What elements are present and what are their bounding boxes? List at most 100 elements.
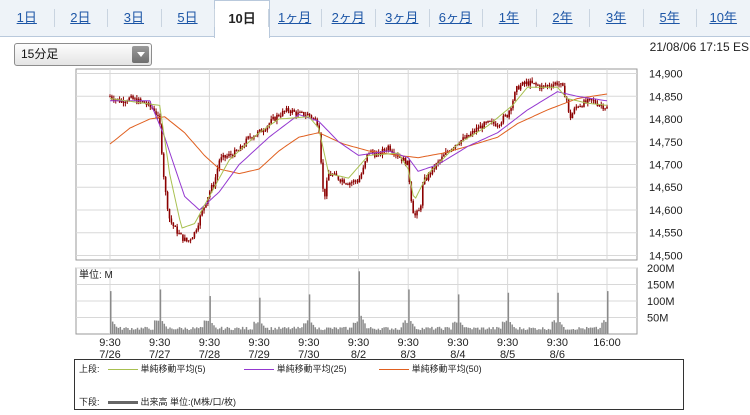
volume-bar: [494, 329, 496, 334]
chevron-down-icon[interactable]: [132, 46, 149, 63]
volume-bar: [322, 329, 324, 334]
volume-bar: [549, 329, 552, 334]
price-candle: [416, 210, 418, 216]
tab-1[interactable]: 2日: [70, 10, 91, 25]
interval-select[interactable]: 15分足: [14, 43, 152, 66]
period-tabs: 1日 2日 3日 5日 10日 1ヶ月 2ヶ月 3ヶ月 6ヶ月 1年 2年 3年 5年 10年: [0, 0, 750, 38]
price-candle: [412, 201, 414, 214]
price-candle: [588, 98, 591, 100]
volume-bar: [358, 271, 360, 334]
price-candle: [360, 173, 363, 179]
price-tick-label: 14,800: [649, 114, 683, 126]
price-candle: [391, 150, 393, 153]
volume-bar: [119, 326, 122, 334]
price-candle: [421, 184, 424, 206]
price-candle: [124, 102, 127, 104]
tab-separator: [642, 9, 644, 27]
volume-bar: [167, 328, 169, 334]
price-candle: [517, 86, 520, 90]
tab-separator: [589, 9, 591, 27]
volume-bar: [131, 328, 133, 334]
legend-ma25-swatch: [244, 369, 275, 371]
volume-bar: [327, 327, 330, 334]
price-candle: [604, 108, 606, 110]
tab-7[interactable]: 3ヶ月: [385, 10, 419, 25]
tab-2[interactable]: 3日: [123, 10, 145, 25]
volume-bar: [262, 325, 265, 334]
price-candle: [408, 160, 411, 183]
legend-ma25-label: 単純移動平均(25): [276, 364, 347, 374]
price-candle: [598, 105, 601, 107]
price-candle: [398, 156, 401, 158]
price-candle: [519, 85, 522, 90]
price-candle: [176, 226, 178, 234]
price-tick-label: 14,900: [649, 69, 683, 81]
volume-bar: [123, 327, 125, 334]
volume-bar: [369, 327, 372, 334]
x-tick-date: 8/6: [550, 349, 565, 360]
price-candle: [266, 126, 269, 130]
price-candle: [590, 98, 593, 100]
volume-bar: [601, 322, 603, 334]
price-candle: [525, 81, 528, 84]
volume-bar: [394, 328, 397, 334]
volume-bar: [140, 327, 143, 334]
volume-bar: [392, 329, 395, 334]
tab-10[interactable]: 2年: [552, 10, 573, 25]
price-candle: [130, 95, 132, 98]
tab-6[interactable]: 2ヶ月: [331, 10, 365, 25]
price-candle: [324, 188, 326, 197]
volume-bar: [117, 327, 120, 334]
volume-bar: [129, 329, 131, 334]
volume-bar: [348, 327, 351, 334]
legend-ma50-label: 単純移動平均(50): [411, 364, 482, 374]
tab-11[interactable]: 3年: [605, 10, 627, 25]
volume-bar: [568, 329, 571, 334]
volume-bar: [282, 327, 284, 334]
volume-bar: [173, 329, 175, 334]
volume-tick-label: 50M: [647, 313, 668, 325]
price-candle: [279, 115, 282, 117]
volume-bar: [205, 320, 208, 334]
price-candle: [579, 106, 581, 108]
x-tick-date: 7/26: [99, 349, 120, 360]
volume-bar: [174, 329, 177, 334]
volume-bar: [509, 322, 512, 334]
volume-bar: [142, 328, 144, 334]
price-candle: [268, 123, 271, 127]
volume-bar: [320, 329, 322, 334]
volume-bar: [572, 329, 575, 334]
volume-bar: [272, 329, 274, 334]
price-candle: [500, 122, 503, 126]
volume-bar: [113, 324, 116, 334]
volume-bar: [287, 327, 290, 334]
price-candle: [389, 145, 391, 151]
tab-separator: [321, 9, 323, 27]
x-tick-time: 9:30: [248, 337, 269, 349]
volume-bar: [501, 321, 504, 334]
price-candle: [208, 191, 211, 198]
tab-5[interactable]: 1ヶ月: [278, 10, 312, 25]
volume-bar: [144, 326, 146, 334]
volume-bar: [480, 327, 483, 334]
volume-bar: [471, 329, 473, 334]
price-candle: [212, 184, 215, 187]
volume-bar: [345, 326, 347, 334]
volume-bar: [599, 327, 601, 334]
volume-bar: [368, 328, 370, 334]
tab-0[interactable]: 1日: [16, 10, 37, 25]
tab-9[interactable]: 1年: [498, 10, 520, 25]
tab-8[interactable]: 6ヶ月: [438, 10, 472, 25]
volume-bar: [522, 328, 525, 334]
price-candle: [203, 207, 205, 211]
volume-bar: [283, 327, 286, 334]
tab-12[interactable]: 5年: [659, 10, 680, 25]
tab-separator: [375, 9, 376, 27]
price-candle: [498, 125, 501, 127]
price-candle: [297, 112, 299, 116]
price-candle: [458, 143, 461, 145]
tab-3[interactable]: 5日: [177, 10, 198, 25]
tab-4[interactable]: 10日: [214, 0, 270, 38]
x-tick-time: 9:30: [149, 337, 170, 349]
tab-13[interactable]: 10年: [709, 10, 737, 25]
